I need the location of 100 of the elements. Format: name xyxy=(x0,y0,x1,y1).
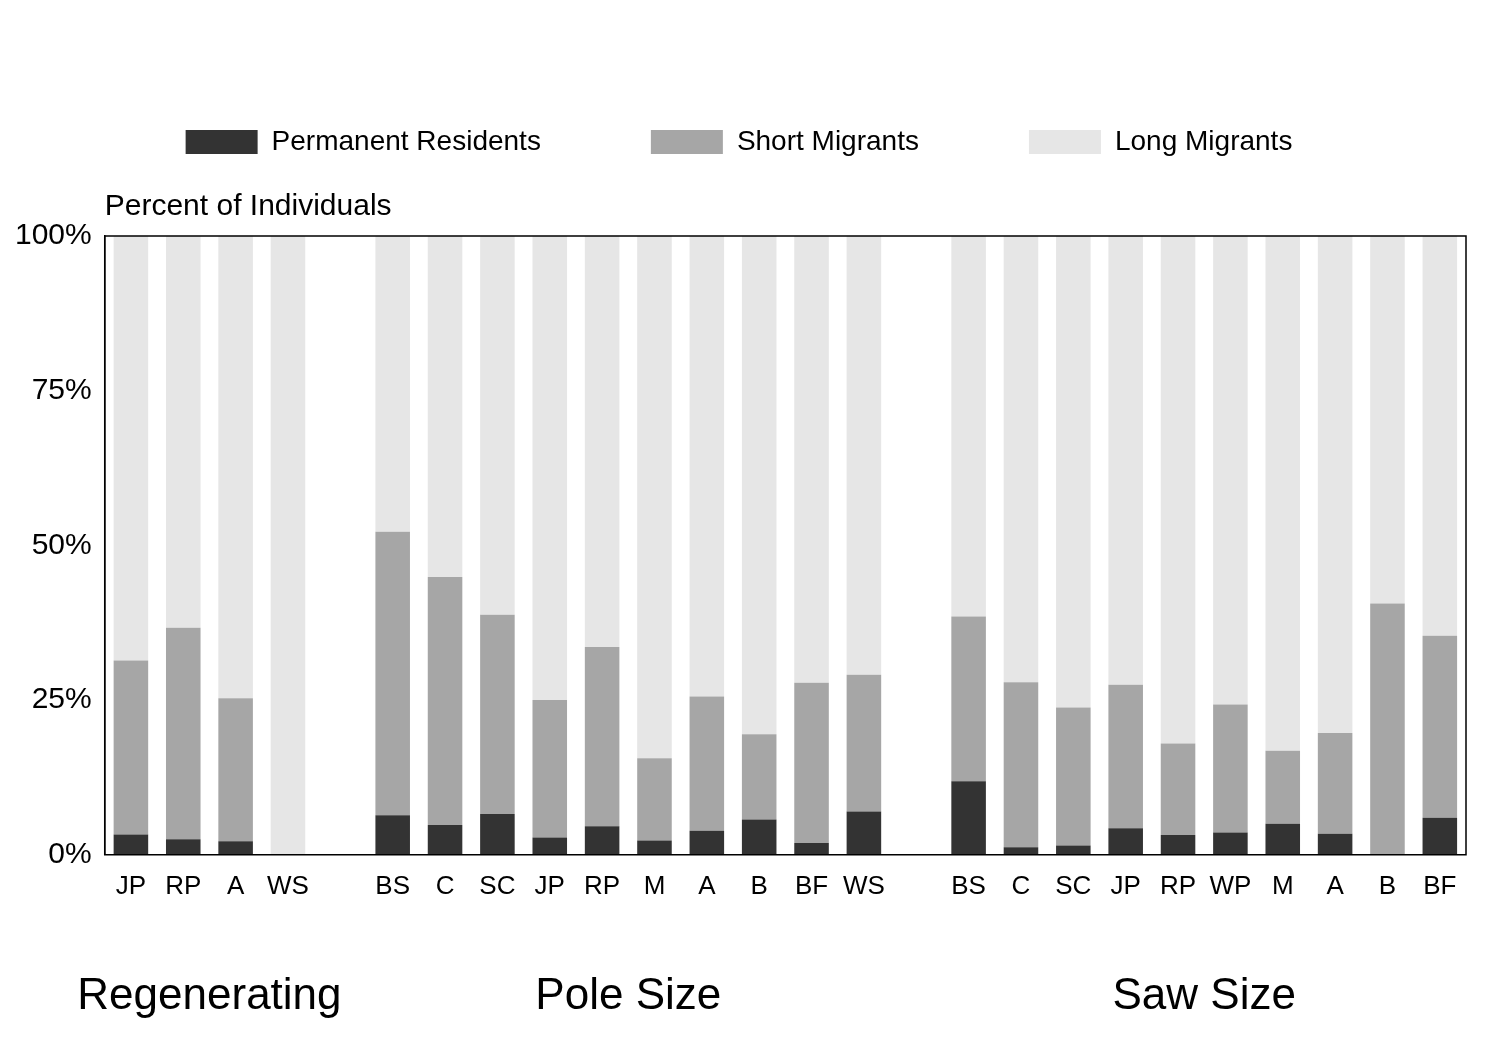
bar xyxy=(1265,750,1301,824)
x-tick-label: JP xyxy=(1110,869,1141,900)
bar xyxy=(637,236,672,759)
legend-label: Permanent Residents xyxy=(271,124,541,156)
bar xyxy=(1370,603,1405,855)
bar xyxy=(1213,236,1248,705)
bar xyxy=(270,236,306,855)
x-tick-label: WS xyxy=(267,869,309,900)
bar xyxy=(165,236,201,628)
x-tick-label: RP xyxy=(1159,869,1197,900)
x-tick-label: A xyxy=(226,869,245,900)
bar xyxy=(1056,236,1091,708)
bar xyxy=(741,734,777,820)
bar xyxy=(951,616,986,782)
text: Regenerating xyxy=(77,968,342,1018)
bar xyxy=(689,236,725,697)
x-tick-label: M xyxy=(1271,869,1294,900)
bar xyxy=(951,781,986,855)
x-tick-label: B xyxy=(1378,869,1397,900)
bar xyxy=(1108,236,1143,685)
bar xyxy=(480,813,515,855)
bar xyxy=(113,236,149,661)
bar xyxy=(1160,236,1196,744)
y-tick-label: 50% xyxy=(31,526,92,560)
y-tick-label: 0% xyxy=(48,836,92,870)
bar xyxy=(794,682,829,844)
bar xyxy=(113,660,149,835)
bar xyxy=(1003,847,1039,855)
x-tick-label: SC xyxy=(1055,869,1092,900)
bar xyxy=(1370,236,1405,604)
bar xyxy=(1213,832,1248,855)
text: Pole Size xyxy=(535,968,722,1018)
x-tick-label: BF xyxy=(794,869,829,900)
bar xyxy=(1317,833,1353,855)
x-tick-label: JP xyxy=(115,869,147,900)
bar xyxy=(1317,732,1353,834)
bar xyxy=(1108,828,1143,855)
bar xyxy=(637,840,672,855)
x-tick-label: M xyxy=(643,869,666,900)
y-axis-title: Percent of Individuals xyxy=(104,188,392,222)
x-tick-label: RP xyxy=(584,869,621,900)
bar xyxy=(1422,236,1458,636)
bar xyxy=(741,819,777,855)
legend-label: Short Migrants xyxy=(736,124,919,156)
x-tick-label: JP xyxy=(534,869,565,900)
bar xyxy=(1422,817,1458,855)
bar xyxy=(637,758,672,841)
x-tick-label: C xyxy=(435,869,455,900)
x-tick-label: WS xyxy=(842,869,885,900)
bar xyxy=(1056,707,1091,846)
bar xyxy=(218,698,253,842)
bar xyxy=(532,236,568,701)
bar xyxy=(1317,236,1353,733)
x-tick-label: A xyxy=(698,869,717,900)
bar xyxy=(1003,236,1039,683)
bar xyxy=(532,837,568,855)
y-tick-label: 75% xyxy=(31,371,92,405)
x-tick-label: BS xyxy=(375,869,411,900)
legend-label: Long Migrants xyxy=(1114,124,1293,156)
x-tick-label: B xyxy=(750,869,768,900)
bar xyxy=(689,830,725,855)
bar xyxy=(427,236,463,577)
x-tick-label: BF xyxy=(1423,869,1457,900)
bar xyxy=(1265,236,1301,751)
bar xyxy=(689,696,725,831)
bar xyxy=(375,236,410,532)
bar xyxy=(218,236,253,699)
bar xyxy=(1108,684,1143,829)
x-tick-label: RP xyxy=(165,869,202,900)
bar xyxy=(1422,635,1458,818)
x-tick-label: A xyxy=(1326,869,1345,900)
bar xyxy=(480,614,515,814)
bar xyxy=(375,531,410,816)
bar xyxy=(951,236,986,617)
y-tick-label: 100% xyxy=(14,217,92,251)
bar xyxy=(427,825,463,855)
bar xyxy=(165,627,201,840)
bar xyxy=(480,236,515,615)
bar xyxy=(165,839,201,855)
text: Saw Size xyxy=(1112,968,1296,1018)
bar xyxy=(846,236,882,675)
bar xyxy=(218,841,253,855)
bar xyxy=(846,811,882,855)
bar xyxy=(794,843,829,855)
x-tick-label: SC xyxy=(479,869,516,900)
bar xyxy=(532,700,568,838)
bar xyxy=(375,815,410,855)
bar xyxy=(584,646,620,827)
y-tick-label: 25% xyxy=(31,681,92,715)
bar xyxy=(1213,704,1248,833)
bar xyxy=(1160,743,1196,835)
bar xyxy=(584,826,620,855)
bar xyxy=(584,236,620,647)
x-tick-label: C xyxy=(1011,869,1031,900)
bar xyxy=(427,576,463,826)
bar xyxy=(1160,835,1196,855)
bar xyxy=(794,236,829,683)
x-tick-label: WP xyxy=(1209,869,1252,900)
bar xyxy=(1265,823,1301,855)
bar xyxy=(1003,682,1039,848)
